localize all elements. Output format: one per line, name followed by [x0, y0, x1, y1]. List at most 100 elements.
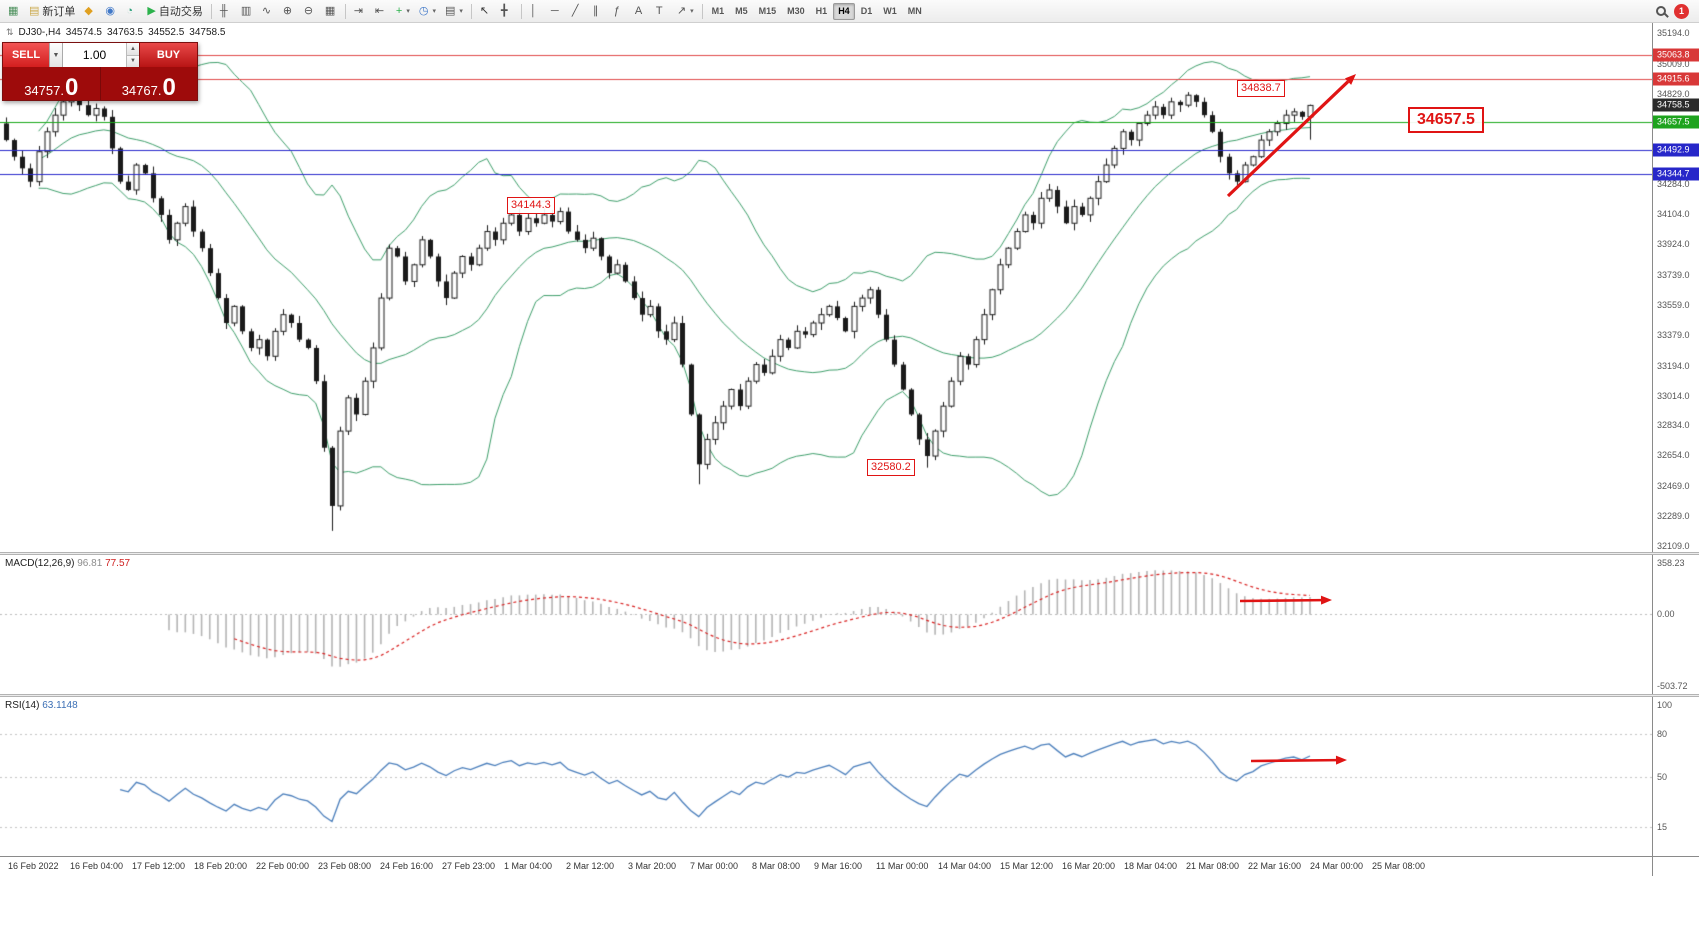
timeframe-w1[interactable]: W1: [883, 5, 897, 16]
community-icon[interactable]: ◉: [101, 2, 121, 21]
bar-chart-icon[interactable]: ╫: [216, 2, 236, 21]
toolbar-separator: [470, 3, 472, 19]
time-tick: 16 Feb 04:00: [70, 861, 124, 871]
candlestick-chart-icon[interactable]: ▥: [237, 2, 257, 21]
timeframe-m5[interactable]: M5: [735, 5, 748, 16]
time-tick: 16 Feb 2022: [8, 861, 59, 871]
zoom-out-icon[interactable]: ⊖: [300, 2, 320, 21]
time-tick: 24 Feb 16:00: [380, 861, 434, 871]
timeframe-m15[interactable]: M15: [758, 5, 777, 16]
rsi-panel-canvas[interactable]: [0, 697, 1652, 856]
timeframe-d1[interactable]: D1: [860, 5, 873, 16]
rsi-axis[interactable]: 100 80 50 15: [1653, 697, 1699, 856]
main-chart-canvas[interactable]: [0, 23, 1652, 552]
strategy-tester-icon[interactable]: ◔: [122, 2, 142, 21]
price-tick: 32654.0: [1657, 450, 1690, 461]
macd-panel-divider[interactable]: [0, 552, 1699, 555]
time-tick: 21 Mar 08:00: [1186, 861, 1240, 871]
horizontal-line-tool-icon-glyph: ─: [550, 4, 559, 17]
crosshair-tool-icon-glyph: ╋: [500, 4, 508, 17]
price-label-34838[interactable]: 34838.7: [1237, 80, 1285, 97]
price-label-32580[interactable]: 32580.2: [867, 459, 915, 476]
zoom-in-icon[interactable]: ⊕: [279, 2, 299, 21]
time-tick: 17 Feb 12:00: [132, 861, 186, 871]
market-depth-icon-glyph: ◆: [84, 4, 93, 17]
buy-price[interactable]: 34767. 0: [99, 67, 197, 100]
crosshair-tool-icon[interactable]: ╋: [497, 2, 517, 21]
text-tool-icon-glyph: A: [634, 4, 643, 17]
period-button[interactable]: ◷ ▾: [415, 2, 440, 21]
macd-panel-canvas[interactable]: [0, 555, 1652, 694]
timeframe-mn[interactable]: MN: [907, 5, 922, 16]
toolbar: ▦ ▤ 新订单 ◆ ◉ ◔ ▶ 自动交易 ╫ ▥ ∿ ⊕ ⊖ ▦ ⇥ ⇤ + ▾ ◷ ▾ ▤ ▾ ↖ ╋ │ ─ ╱ ∥ ƒ A T ↗ ▾ M1…: [0, 0, 1699, 23]
price-axis[interactable]: 35194.0 35009.0 34829.0 34284.0 34104.0 33924…: [1653, 23, 1699, 552]
toolbar-separator: [701, 3, 703, 19]
zoom-out-icon-glyph: ⊖: [303, 4, 314, 17]
price-tag-34492.9: 34492.9: [1653, 143, 1699, 157]
fibonacci-tool-icon[interactable]: ƒ: [610, 2, 630, 21]
rsi-tick: 80: [1657, 728, 1668, 739]
sell-price-big-digit: 0: [64, 73, 79, 101]
chart-window-icon[interactable]: ▦: [4, 2, 24, 21]
timeframe-m1[interactable]: M1: [711, 5, 725, 16]
volume-down-icon[interactable]: ▼: [127, 54, 139, 67]
channel-tool-icon[interactable]: ∥: [589, 2, 609, 21]
trendline-tool-icon[interactable]: ╱: [568, 2, 588, 21]
chart-shift-icon[interactable]: ⇤: [371, 2, 391, 21]
shapes-tool-icon[interactable]: ↗ ▾: [673, 2, 698, 21]
notification-badge[interactable]: 1: [1674, 3, 1689, 19]
timeframe-h1[interactable]: H1: [815, 5, 828, 16]
line-chart-icon-glyph: ∿: [261, 4, 272, 17]
macd-tick: -503.72: [1657, 681, 1688, 691]
volume-dropdown-icon[interactable]: ▼: [49, 43, 63, 67]
tile-windows-icon[interactable]: ▦: [321, 2, 341, 21]
bar-chart-icon-glyph: ╫: [219, 4, 228, 17]
buy-button[interactable]: BUY: [139, 43, 197, 67]
template-button[interactable]: ▤ ▾: [441, 2, 467, 21]
time-tick: 2 Mar 12:00: [566, 861, 615, 871]
rsi-value: 63.1148: [42, 700, 78, 711]
auto-scroll-icon[interactable]: ⇥: [350, 2, 370, 21]
text-tool-icon[interactable]: A: [631, 2, 651, 21]
time-tick: 24 Mar 00:00: [1310, 861, 1364, 871]
time-tick: 11 Mar 00:00: [876, 861, 929, 871]
new-order-button-label: 新订单: [42, 6, 76, 18]
time-tick: 22 Mar 16:00: [1248, 861, 1302, 871]
line-chart-icon[interactable]: ∿: [258, 2, 278, 21]
fibonacci-tool-icon-glyph: ƒ: [613, 4, 620, 17]
algo-trading-button[interactable]: ▶ 自动交易: [143, 2, 206, 21]
indicators-button[interactable]: + ▾: [392, 2, 414, 21]
rsi-tick: 100: [1657, 700, 1673, 710]
template-button-glyph: ▤: [444, 4, 456, 17]
time-tick: 18 Mar 04:00: [1124, 861, 1178, 871]
price-tick: 34104.0: [1657, 209, 1690, 220]
timeframe-m30[interactable]: M30: [787, 5, 805, 16]
price-axis-border: [1652, 23, 1653, 876]
time-tick: 8 Mar 08:00: [752, 861, 801, 871]
new-order-button[interactable]: ▤ 新订单: [25, 2, 79, 21]
volume-up-icon[interactable]: ▲: [127, 43, 139, 55]
price-tick: 32109.0: [1657, 541, 1690, 551]
market-depth-icon[interactable]: ◆: [80, 2, 100, 21]
search-icon[interactable]: [1656, 6, 1666, 16]
period-button-glyph: ◷: [418, 4, 429, 17]
price-tick: 32289.0: [1657, 511, 1690, 522]
template-button-dropdown-icon: ▾: [459, 8, 463, 15]
rsi-panel-divider[interactable]: [0, 694, 1699, 697]
timeframe-h4[interactable]: H4: [833, 2, 855, 20]
label-tool-icon[interactable]: T: [652, 2, 672, 21]
price-label-34657[interactable]: 34657.5: [1408, 107, 1484, 133]
toolbar-separator: [520, 3, 522, 19]
vertical-line-tool-icon[interactable]: │: [526, 2, 546, 21]
price-tag-34657.5: 34657.5: [1653, 115, 1699, 129]
sell-price[interactable]: 34757. 0: [3, 67, 100, 100]
time-axis[interactable]: 16 Feb 2022 16 Feb 04:00 17 Feb 12:00 18 Fe…: [0, 856, 1699, 876]
price-label-34144[interactable]: 34144.3: [507, 197, 555, 214]
cursor-tool-icon[interactable]: ↖: [476, 2, 496, 21]
volume-input[interactable]: 1.00: [82, 48, 107, 62]
chart-shift-icon-glyph: ⇤: [374, 4, 385, 17]
horizontal-line-tool-icon[interactable]: ─: [547, 2, 567, 21]
sell-button[interactable]: SELL: [3, 43, 49, 67]
macd-axis[interactable]: 358.23 0.00 -503.72: [1653, 555, 1699, 694]
price-tick: 33924.0: [1657, 239, 1690, 250]
